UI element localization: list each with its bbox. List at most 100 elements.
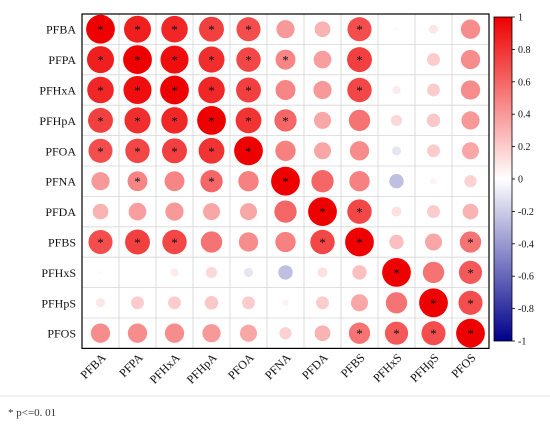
significance-marker: *	[467, 326, 474, 341]
correlation-circle	[95, 298, 106, 308]
correlation-circle	[456, 318, 485, 348]
significance-marker: *	[134, 144, 141, 159]
correlation-circle	[458, 290, 483, 315]
correlation-circle	[394, 27, 399, 32]
colorbar-tick-label: 0.6	[518, 77, 531, 88]
significance-marker: *	[245, 22, 252, 37]
correlation-circle	[427, 83, 440, 97]
correlation-circle	[427, 205, 440, 219]
correlation-circle	[460, 80, 481, 100]
correlation-circle	[235, 107, 262, 134]
correlation-circle	[313, 111, 332, 129]
correlation-circle	[236, 77, 261, 103]
colorbar-tick-label: 1	[518, 13, 523, 24]
correlation-circle	[170, 268, 179, 277]
row-label: PFHxS	[41, 266, 76, 280]
correlation-circle	[389, 234, 404, 250]
correlation-circle	[239, 203, 258, 221]
correlation-circle	[131, 296, 144, 310]
colorbar-tick-label: -1	[518, 337, 526, 348]
correlation-cells: * * * * * * * * * * * * * * * * * * * * * * * * * * * * * * * * * * * * * * * *…	[86, 14, 485, 348]
column-label: PFHxA	[147, 350, 183, 386]
significance-marker: *	[208, 144, 215, 159]
correlation-circle	[427, 53, 440, 67]
correlation-circle	[461, 111, 480, 130]
correlation-circle	[390, 114, 403, 126]
correlation-circle	[316, 296, 329, 310]
significance-marker: *	[282, 53, 289, 68]
significance-marker: *	[134, 113, 141, 128]
row-label: PFOA	[45, 144, 76, 158]
correlation-circle	[308, 197, 337, 227]
correlation-circle	[123, 75, 152, 105]
correlation-circle	[347, 17, 372, 42]
correlation-circle	[391, 206, 402, 217]
correlation-circle	[198, 46, 225, 73]
significance-marker: *	[356, 83, 363, 98]
correlation-circle	[236, 47, 261, 72]
correlation-circle	[426, 113, 441, 128]
significance-marker: *	[356, 205, 363, 220]
correlation-circle	[352, 265, 367, 280]
correlation-circle	[424, 233, 443, 251]
correlation-circle	[382, 258, 411, 287]
correlation-circle	[160, 45, 189, 74]
row-label: PFBS	[48, 236, 76, 250]
correlation-circle	[236, 17, 261, 42]
correlation-circle	[98, 270, 103, 275]
significance-marker: *	[97, 22, 104, 37]
row-label: PFOS	[47, 327, 76, 341]
correlation-circle	[161, 15, 188, 43]
column-label: PFOA	[225, 350, 257, 382]
correlation-circle	[348, 109, 371, 132]
correlation-circle	[90, 323, 111, 343]
correlation-circle	[86, 14, 115, 44]
correlation-circle	[271, 166, 300, 196]
correlation-circle	[313, 80, 332, 100]
correlation-circle	[348, 322, 371, 344]
correlation-circle	[279, 327, 292, 340]
colorbar-tick-label: -0.4	[518, 239, 534, 250]
correlation-circle	[127, 323, 148, 343]
correlation-circle	[91, 172, 110, 191]
correlation-circle	[234, 136, 263, 166]
significance-marker: *	[208, 53, 215, 68]
correlation-circle	[197, 106, 226, 135]
correlation-circle	[87, 76, 114, 104]
column-label: PFOS	[448, 351, 478, 381]
significance-marker: *	[430, 326, 437, 341]
correlation-circle	[313, 142, 332, 160]
column-labels: PFBA PFPA PFHxA PFHpA PFOA PFNA PFDA PFBS PFHxS P…	[77, 350, 478, 386]
correlation-circle	[88, 229, 113, 255]
significance-marker: *	[467, 296, 474, 311]
column-label: PFHpA	[184, 350, 220, 386]
significance-marker: *	[208, 22, 215, 37]
significance-marker: *	[208, 174, 215, 189]
colorbar-tick-label: -0.6	[518, 272, 534, 283]
column-label: PFHpS	[407, 351, 441, 385]
correlation-circle	[419, 288, 448, 318]
correlation-circle	[238, 232, 259, 252]
correlation-circle	[242, 296, 255, 310]
correlation-circle	[127, 171, 148, 192]
correlation-circle	[345, 227, 374, 257]
correlation-circle	[123, 45, 152, 74]
significance-marker: *	[356, 22, 363, 37]
column-label: PFBA	[77, 350, 108, 381]
significance-marker: *	[171, 83, 178, 98]
significance-marker: *	[171, 144, 178, 159]
significance-marker: *	[356, 53, 363, 68]
correlation-circle	[86, 46, 115, 74]
significance-marker: *	[134, 83, 141, 98]
correlation-circle	[313, 50, 332, 69]
correlation-circle	[275, 49, 296, 70]
correlation-circle	[350, 294, 369, 312]
correlation-circle	[459, 231, 482, 253]
correlation-circle	[124, 107, 151, 134]
row-label: PFHxA	[39, 84, 76, 98]
significance-marker: *	[393, 326, 400, 341]
column-label: PFBS	[338, 351, 368, 381]
significance-marker: *	[97, 113, 104, 128]
colorbar-tick-label: 0.8	[518, 45, 531, 56]
significance-marker: *	[467, 235, 474, 250]
